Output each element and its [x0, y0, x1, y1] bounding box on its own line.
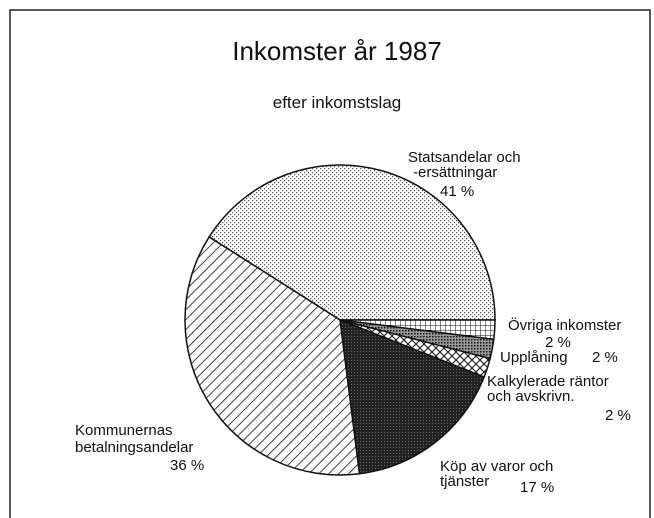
value-label: 2 % — [605, 407, 631, 424]
value-label: 36 % — [170, 457, 204, 474]
chart-subtitle: efter inkomstslag — [273, 93, 402, 112]
frame — [9, 9, 651, 518]
slice-label: tjänster — [440, 473, 489, 490]
value-label: 41 % — [440, 183, 474, 200]
value-label: 2 % — [545, 334, 571, 351]
pie-slice — [339, 318, 486, 475]
value-label: 17 % — [520, 479, 554, 496]
slice-label: Upplåning — [500, 349, 568, 366]
slice-label: Köp av varor och — [440, 458, 553, 475]
chart-title: Inkomster år 1987 — [232, 36, 442, 66]
slice-label: Statsandelar och — [408, 149, 521, 166]
slice-label: -ersättningar — [413, 164, 497, 181]
pie-slice — [184, 235, 361, 476]
slice-label: betalningsandelar — [75, 439, 193, 456]
slice-label: Kalkylerade räntor — [487, 373, 609, 390]
value-label: 2 % — [592, 349, 618, 366]
slice-label: Kommunernas — [75, 422, 173, 439]
pie-slice — [208, 164, 496, 321]
slice-label: och avskrivn. — [487, 388, 575, 405]
slice-label: Övriga inkomster — [508, 316, 621, 334]
